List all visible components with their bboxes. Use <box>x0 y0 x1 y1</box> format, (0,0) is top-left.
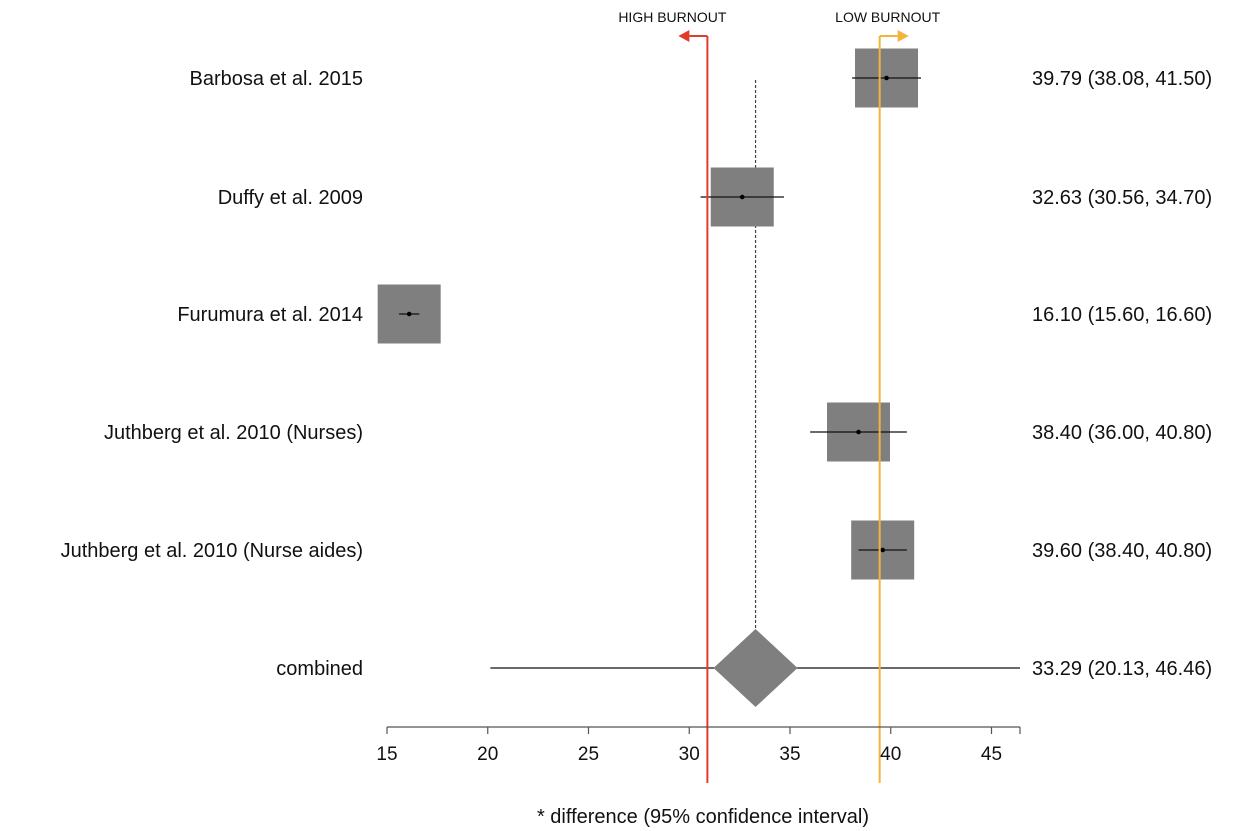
x-tick-label: 45 <box>981 744 1002 765</box>
reference-label: HIGH BURNOUT <box>618 9 727 25</box>
x-tick-label: 15 <box>376 744 397 765</box>
study-label: Furumura et al. 2014 <box>177 304 363 326</box>
x-tick-label: 20 <box>477 744 498 765</box>
study-ci-text: 32.63 (30.56, 34.70) <box>1032 187 1212 209</box>
study-point <box>406 311 412 317</box>
study-ci-text: 38.40 (36.00, 40.80) <box>1032 422 1212 444</box>
study-label: Duffy et al. 2009 <box>218 187 363 209</box>
reference-label: LOW BURNOUT <box>835 9 940 25</box>
arrow-left-icon <box>678 30 690 42</box>
study-point <box>856 429 861 435</box>
x-tick-label: 30 <box>679 744 700 765</box>
x-axis-label: * difference (95% confidence interval) <box>537 806 869 828</box>
study-ci-text: 39.79 (38.08, 41.50) <box>1032 68 1212 90</box>
study-ci-text: 16.10 (15.60, 16.60) <box>1032 304 1212 326</box>
arrow-right-icon <box>897 30 909 42</box>
x-tick-label: 40 <box>880 744 901 765</box>
study-label: Barbosa et al. 2015 <box>190 68 363 90</box>
x-tick-label: 25 <box>578 744 599 765</box>
study-label: Juthberg et al. 2010 (Nurse aides) <box>61 540 363 562</box>
combined-ci-text: 33.29 (20.13, 46.46) <box>1032 658 1212 680</box>
study-label: Juthberg et al. 2010 (Nurses) <box>104 422 363 444</box>
combined-label: combined <box>276 658 363 680</box>
x-tick-label: 35 <box>779 744 800 765</box>
study-point <box>739 194 745 200</box>
study-point <box>884 75 889 81</box>
study-point <box>880 547 885 553</box>
combined-diamond <box>713 629 798 707</box>
study-ci-text: 39.60 (38.40, 40.80) <box>1032 540 1212 562</box>
